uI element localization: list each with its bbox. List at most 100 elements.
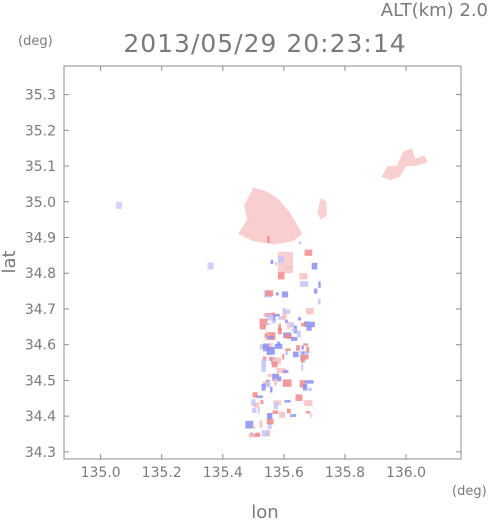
data-cell-band-upper xyxy=(266,332,276,340)
data-cell-north-scatter xyxy=(311,262,318,270)
data-cell-south-tail xyxy=(266,418,274,425)
data-cell-band-middle xyxy=(296,345,300,351)
data-cell-band-upper xyxy=(272,312,276,315)
data-cell-band-upper xyxy=(278,323,281,332)
data-cell-band-lower xyxy=(273,401,278,410)
data-cell-band-lower xyxy=(255,395,263,398)
data-cell-band-lower xyxy=(310,413,313,418)
region-east-patch xyxy=(317,198,327,220)
data-cell-band-middle xyxy=(274,343,283,349)
x-unit-label: (deg) xyxy=(452,484,487,499)
data-cell-band-upper xyxy=(273,314,280,317)
altitude-label: ALT(km) 2.0 xyxy=(381,0,488,21)
data-cell-band-middle xyxy=(300,354,309,360)
data-cell-band-lower xyxy=(308,387,312,392)
y-tick-label: 35.2 xyxy=(25,123,56,139)
data-cell-band-middle xyxy=(303,343,309,346)
data-cell-band-middle xyxy=(285,348,291,351)
data-cell-band-middle xyxy=(301,363,304,371)
y-unit-label: (deg) xyxy=(18,34,53,49)
data-cell-north-scatter xyxy=(304,249,313,256)
region-small-west xyxy=(115,201,122,209)
data-cell-band-lower xyxy=(252,408,257,413)
data-cell-band-lower xyxy=(295,394,303,401)
data-cell-north-scatter xyxy=(275,292,279,296)
data-cell-band-lower xyxy=(264,383,271,388)
y-ticks: 34.3 34.4 34.5 34.6 34.7 34.8 34.9 35.0 35.1 35.2… xyxy=(25,88,461,461)
data-cell-north-scatter xyxy=(267,235,270,243)
data-cell-band-middle xyxy=(262,343,269,352)
x-tick-label: 135.8 xyxy=(325,465,365,481)
data-cell-band-lower xyxy=(278,376,282,382)
data-cell-north-scatter xyxy=(318,281,321,289)
data-cell-band-upper xyxy=(287,334,292,339)
data-cell-band-middle xyxy=(268,343,273,351)
data-cell-band-lower xyxy=(267,374,274,377)
data-cell-north-scatter xyxy=(284,266,292,269)
data-cell-band-upper xyxy=(291,328,296,332)
data-cell-band-middle xyxy=(282,354,285,360)
x-axis-title: lon xyxy=(251,502,278,521)
x-tick-label: 135.2 xyxy=(142,465,182,481)
data-cell-band-upper xyxy=(266,314,274,321)
y-tick-label: 34.3 xyxy=(25,445,56,461)
data-cell-band-middle xyxy=(262,356,267,361)
data-cell-north-scatter xyxy=(299,281,309,287)
data-cell-band-upper xyxy=(300,322,306,327)
data-cell-band-lower xyxy=(257,407,260,414)
x-tick-label: 135.4 xyxy=(203,465,243,481)
data-cell-north-scatter xyxy=(275,262,277,266)
data-cell-band-upper xyxy=(305,307,314,315)
y-tick-label: 35.3 xyxy=(25,88,56,104)
data-cell-south-tail xyxy=(248,433,255,438)
data-cell-band-lower xyxy=(292,414,297,417)
data-cell-north-scatter xyxy=(314,288,318,294)
data-cell-south-tail xyxy=(252,425,256,429)
data-cell-band-upper xyxy=(298,317,302,321)
data-cell-south-tail xyxy=(259,420,263,428)
data-cell-band-upper xyxy=(265,322,271,325)
region-west-dot xyxy=(207,262,214,270)
data-cell-band-middle xyxy=(292,351,299,358)
data-cell-band-middle xyxy=(277,341,281,346)
data-cell-band-middle xyxy=(306,346,310,353)
data-cell-band-middle xyxy=(271,361,278,368)
data-cell-band-lower xyxy=(272,410,279,414)
data-cell-south-tail xyxy=(261,430,269,437)
data-cell-band-middle xyxy=(301,345,304,350)
data-cell-band-middle xyxy=(301,351,305,355)
data-cell-band-upper xyxy=(264,333,269,338)
data-cell-north-scatter xyxy=(270,260,274,264)
data-cell-band-middle xyxy=(272,357,281,365)
y-tick-label: 35.1 xyxy=(25,159,56,175)
data-cells xyxy=(245,235,321,438)
region-main-area xyxy=(238,187,303,245)
data-cell-band-lower xyxy=(299,380,306,388)
y-axis-title: lat xyxy=(0,250,20,273)
data-cell-band-upper xyxy=(306,321,315,328)
y-tick-label: 35.0 xyxy=(25,195,56,211)
data-cell-band-middle xyxy=(261,359,267,366)
data-cell-band-lower xyxy=(260,400,264,404)
data-cell-band-upper xyxy=(284,333,289,339)
data-cell-north-scatter xyxy=(277,272,285,280)
y-tick-label: 34.4 xyxy=(25,409,56,425)
region-ne-area xyxy=(381,148,428,181)
data-cell-band-upper xyxy=(259,318,268,326)
data-cell-band-upper xyxy=(278,316,286,320)
data-cell-band-middle xyxy=(291,336,298,341)
data-cell-band-middle xyxy=(283,369,289,373)
data-cell-band-upper xyxy=(296,330,301,338)
data-cell-south-tail xyxy=(267,413,271,419)
chart-title: 2013/05/29 20:23:14 xyxy=(123,29,406,58)
x-tick-label: 135.6 xyxy=(264,465,304,481)
plot-frame xyxy=(63,65,462,460)
x-ticks: 135.0 135.2 135.4 135.6 135.8 136.0 xyxy=(81,66,426,481)
data-cell-band-upper xyxy=(271,320,276,324)
y-tick-label: 34.5 xyxy=(25,373,56,389)
data-cell-band-upper xyxy=(272,315,276,321)
data-cell-band-lower xyxy=(302,384,308,391)
data-cell-band-lower xyxy=(261,383,266,391)
data-cell-band-lower xyxy=(270,386,273,393)
